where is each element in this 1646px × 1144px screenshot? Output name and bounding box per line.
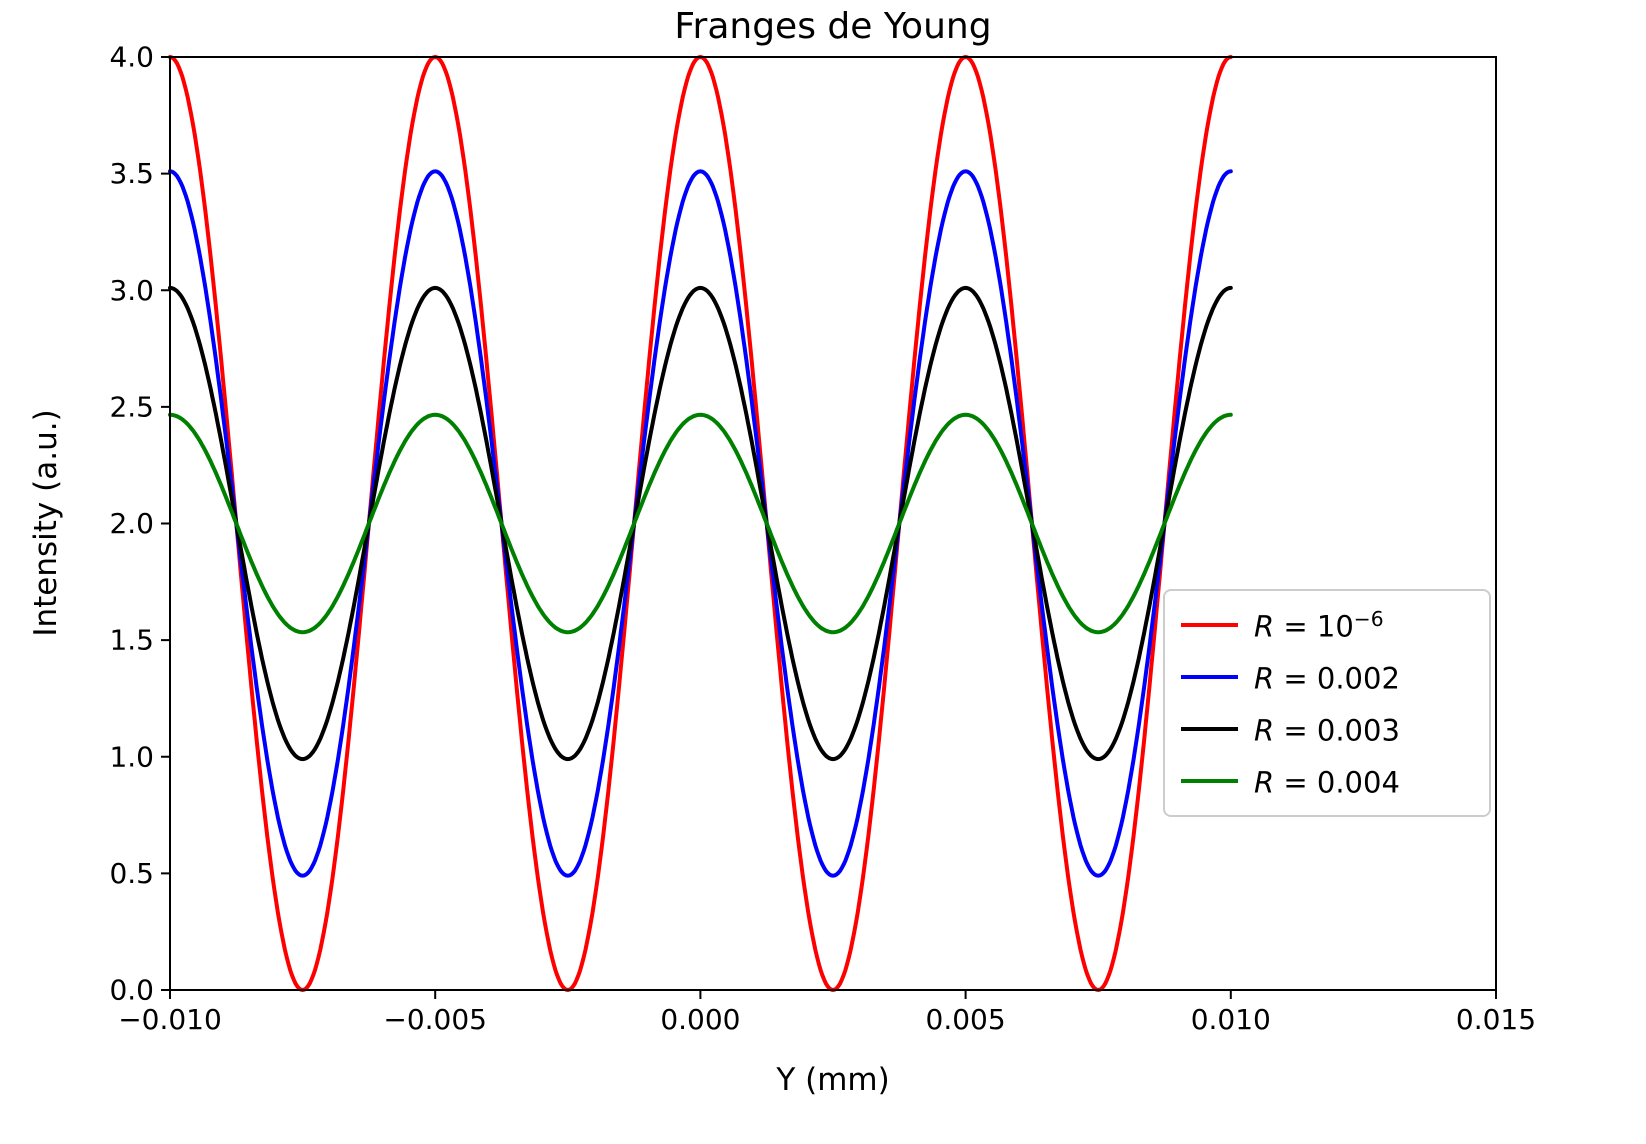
y-tick-label: 3.0	[109, 274, 154, 307]
curve-r-0-003	[168, 285, 1233, 762]
x-axis-label: Y (mm)	[776, 1062, 890, 1098]
legend-value: = 0.004	[1274, 765, 1400, 800]
x-tick-label: 0.000	[660, 1003, 740, 1036]
y-tick-label: 4.0	[109, 41, 154, 74]
legend-line-sample	[1181, 675, 1238, 679]
legend-item: R = 0.003	[1181, 705, 1473, 753]
legend-item: R = 0.004	[1181, 757, 1473, 805]
legend-label: R = 0.003	[1254, 711, 1400, 748]
y-tick-label: 0.0	[109, 974, 154, 1007]
legend-item: R = 10−6	[1181, 601, 1473, 649]
legend-label: R = 10−6	[1254, 607, 1384, 644]
legend-label: R = 0.002	[1254, 659, 1400, 696]
legend-value: = 0.003	[1274, 713, 1400, 748]
legend-line-sample	[1181, 779, 1238, 783]
y-tick-label: 2.0	[109, 507, 154, 540]
y-tick-label: 1.5	[109, 624, 154, 657]
curve-r-0-004	[168, 412, 1233, 635]
x-tick-label: 0.010	[1191, 1003, 1271, 1036]
legend: R = 10−6 R = 0.002 R = 0.003 R = 0.004	[1163, 589, 1491, 817]
x-tick-label: 0.005	[926, 1003, 1006, 1036]
legend-line-sample	[1181, 727, 1238, 731]
y-tick-label: 0.5	[109, 857, 154, 890]
legend-variable: R	[1254, 661, 1275, 696]
x-tick-label: −0.005	[383, 1003, 487, 1036]
y-axis-label: Intensity (a.u.)	[28, 409, 64, 637]
legend-value: = 10	[1274, 609, 1354, 644]
legend-variable: R	[1254, 713, 1275, 748]
curve-r-1e-06	[168, 55, 1233, 992]
legend-exponent: −6	[1353, 606, 1384, 631]
legend-line-sample	[1181, 623, 1238, 627]
y-tick-label: 3.5	[109, 157, 154, 190]
legend-variable: R	[1254, 765, 1275, 800]
x-tick-label: 0.015	[1456, 1003, 1536, 1036]
y-tick-label: 2.5	[109, 390, 154, 423]
x-tick-label: −0.010	[118, 1003, 222, 1036]
chart-title: Franges de Young	[674, 6, 992, 47]
y-tick-label: 1.0	[109, 740, 154, 773]
legend-variable: R	[1254, 609, 1275, 644]
legend-label: R = 0.004	[1254, 763, 1400, 800]
curve-r-0-002	[168, 169, 1233, 878]
legend-item: R = 0.002	[1181, 653, 1473, 701]
legend-value: = 0.002	[1274, 661, 1400, 696]
